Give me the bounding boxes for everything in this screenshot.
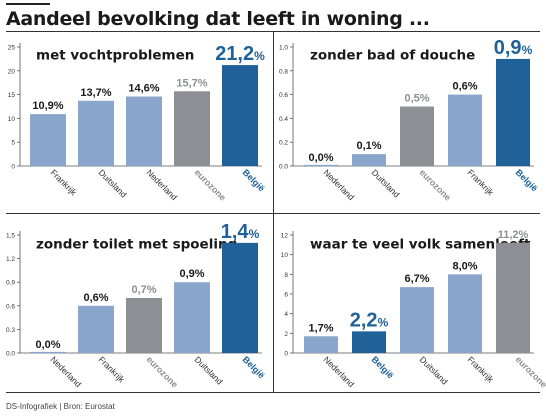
bar: [222, 65, 258, 166]
panel-title: zonder toilet met spoeling: [36, 237, 237, 253]
x-tick-label: Nederland: [145, 167, 180, 202]
data-label: 1,7%: [308, 322, 333, 334]
bar: [352, 154, 386, 166]
y-tick-label: 0.9: [6, 280, 15, 287]
y-tick-label: 1.2: [6, 256, 15, 263]
bar: [126, 297, 162, 353]
bar: [78, 100, 114, 166]
y-tick-label: 0.2: [279, 140, 288, 147]
y-tick-label: 12: [281, 233, 289, 240]
x-tick-label: eurozone: [514, 354, 546, 389]
x-tick-label: Frankrijk: [466, 167, 497, 198]
bar: [448, 274, 482, 353]
data-label: 10,9%: [32, 100, 63, 112]
data-label: 0,5%: [404, 93, 429, 105]
x-tick-label: Nederland: [49, 354, 84, 389]
y-tick-label: 15: [8, 92, 16, 99]
y-tick-label: 0.0: [279, 164, 288, 171]
y-tick-label: 1,0: [279, 45, 288, 52]
data-label: 13,7%: [80, 87, 111, 99]
x-tick-label: Duitsland: [193, 354, 225, 386]
data-label: 0,6%: [452, 81, 477, 93]
page-title: Aandeel bevolking dat leeft in woning ..…: [6, 8, 430, 30]
column-divider: [273, 31, 274, 392]
data-label: 14,6%: [128, 83, 159, 95]
bar: [352, 331, 386, 353]
data-label: 0,9%: [179, 268, 204, 280]
y-tick-label: 10: [8, 116, 16, 123]
x-tick-label: Frankrijk: [97, 354, 128, 385]
x-tick-label: eurozone: [418, 167, 453, 202]
data-label: 0,0%: [35, 339, 60, 351]
data-label-highlight: 1,4%: [221, 221, 260, 243]
x-tick-label: eurozone: [193, 167, 228, 202]
y-tick-label: 0.6: [279, 92, 288, 99]
panel-title: waar te veel volk samenleeft: [310, 237, 531, 253]
x-tick-label: Duitsland: [418, 354, 450, 386]
y-tick-label: 6: [284, 292, 288, 299]
x-tick-label: Nederland: [322, 354, 357, 389]
bar: [30, 114, 66, 166]
y-tick-label: 8: [284, 272, 288, 279]
y-tick-label: 0.4: [279, 116, 288, 123]
y-tick-label: 0: [11, 164, 15, 171]
y-tick-label: 2: [284, 331, 288, 338]
y-tick-label: 1,5: [6, 233, 15, 240]
x-tick-label: Nederland: [322, 167, 357, 202]
data-label-highlight: 2,2%: [350, 309, 389, 331]
bar: [304, 336, 338, 353]
data-label: 0,1%: [356, 140, 381, 152]
data-label: 15,7%: [176, 77, 207, 89]
bar: [174, 282, 210, 353]
bar: [496, 242, 530, 353]
panel-title: zonder bad of douche: [310, 48, 475, 64]
x-tick-label: Duitsland: [370, 167, 402, 199]
data-label: 6,7%: [404, 273, 429, 285]
bar: [448, 94, 482, 166]
y-tick-label: 0.6: [6, 303, 15, 310]
y-tick-label: 0.3: [6, 327, 15, 334]
x-tick-label: Frankrijk: [466, 354, 497, 385]
y-tick-label: 0.8: [279, 68, 288, 75]
y-tick-label: 25: [8, 45, 16, 52]
data-label-highlight: 21,2%: [215, 43, 265, 65]
data-label: 0,0%: [308, 152, 333, 164]
title-rule: [6, 3, 50, 5]
bar: [400, 106, 434, 166]
bar: [174, 91, 210, 166]
x-tick-label: België: [514, 167, 540, 193]
y-tick-label: 5: [11, 140, 15, 147]
y-tick-label: 10: [281, 252, 289, 259]
data-label: 8,0%: [452, 260, 477, 272]
bar: [78, 305, 114, 353]
bar: [222, 242, 258, 353]
bar: [496, 58, 530, 166]
data-label: 11,2%: [498, 229, 529, 241]
source-note: DS-Infografiek | Bron: Eurostat: [6, 402, 115, 411]
bar: [400, 287, 434, 353]
data-label: 0,6%: [83, 292, 108, 304]
data-label: 0,7%: [131, 284, 156, 296]
y-tick-label: 20: [8, 68, 16, 75]
x-tick-label: Duitsland: [97, 167, 129, 199]
panel-title: met vochtproblemen: [36, 48, 194, 64]
x-tick-label: België: [241, 167, 267, 193]
y-tick-label: 4: [284, 311, 288, 318]
x-tick-label: eurozone: [145, 354, 180, 389]
data-label-highlight: 0,9%: [494, 37, 533, 59]
bar: [126, 96, 162, 166]
x-tick-label: Frankrijk: [49, 167, 80, 198]
y-tick-label: 0: [284, 351, 288, 358]
x-tick-label: België: [370, 354, 396, 380]
x-tick-label: België: [241, 354, 267, 380]
y-tick-label: 0.0: [6, 351, 15, 358]
footer-divider: [6, 392, 540, 393]
